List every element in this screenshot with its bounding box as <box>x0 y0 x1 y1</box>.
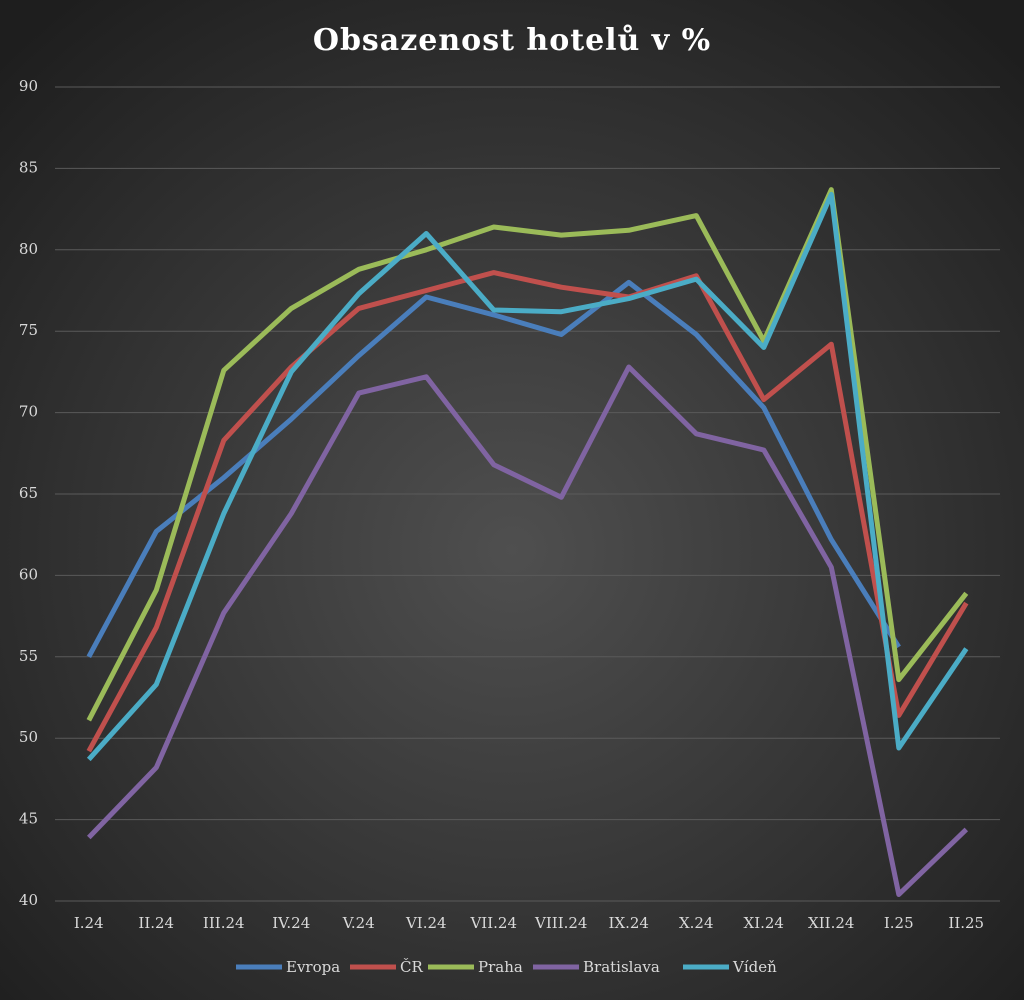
x-tick-label: IV.24 <box>272 914 310 932</box>
legend-label: Evropa <box>286 958 340 976</box>
series-line <box>87 364 969 897</box>
y-tick-label: 45 <box>19 810 38 828</box>
legend-label: Bratislava <box>583 958 660 976</box>
y-tick-label: 90 <box>19 77 38 95</box>
series-line <box>86 279 901 658</box>
series-line <box>86 270 969 753</box>
x-tick-label: II.24 <box>138 914 174 932</box>
x-tick-label: II.25 <box>948 914 984 932</box>
legend-label: ČR <box>400 958 423 976</box>
y-tick-label: 40 <box>19 891 38 909</box>
y-tick-label: 65 <box>19 484 38 502</box>
x-tick-label: V.24 <box>342 914 375 932</box>
y-tick-label: 70 <box>19 403 38 421</box>
y-tick-label: 75 <box>19 321 38 339</box>
x-tick-label: X.24 <box>679 914 714 932</box>
x-tick-label: I.25 <box>884 914 914 932</box>
chart-title: Obsazenost hotelů v % <box>313 23 711 58</box>
x-tick-label: III.24 <box>203 914 245 932</box>
y-tick-label: 55 <box>19 647 38 665</box>
x-tick-label: VII.24 <box>469 914 517 932</box>
series-line <box>86 191 969 762</box>
y-tick-label: 80 <box>19 240 38 258</box>
y-tick-label: 50 <box>19 728 38 746</box>
x-tick-label: I.24 <box>74 914 104 932</box>
y-tick-label: 85 <box>19 158 38 176</box>
legend-label: Praha <box>478 958 523 976</box>
x-tick-label: VIII.24 <box>534 914 587 932</box>
legend-label: Vídeň <box>732 958 777 976</box>
x-tick-label: XII.24 <box>808 914 854 932</box>
x-tick-label: VI.24 <box>405 914 447 932</box>
x-tick-label: IX.24 <box>609 914 649 932</box>
y-tick-label: 60 <box>19 565 38 583</box>
x-tick-label: XI.24 <box>744 914 784 932</box>
